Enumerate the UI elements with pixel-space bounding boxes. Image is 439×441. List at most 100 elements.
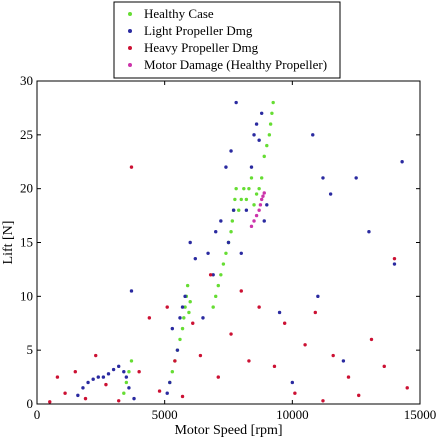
- data-point: [81, 386, 85, 390]
- y-tick-label: 20: [20, 181, 33, 196]
- data-point: [216, 283, 220, 288]
- y-tick-label: 5: [27, 342, 34, 357]
- data-point: [83, 396, 88, 401]
- data-point: [268, 122, 273, 126]
- data-point: [198, 353, 203, 358]
- legend-entry-label: Motor Damage (Healthy Propeller): [144, 57, 327, 72]
- data-point: [254, 192, 259, 196]
- data-point: [187, 310, 191, 315]
- data-point: [180, 326, 185, 331]
- data-point: [180, 305, 185, 309]
- data-point: [321, 176, 325, 180]
- data-point: [331, 353, 335, 358]
- data-point: [104, 382, 108, 387]
- data-point: [311, 133, 315, 137]
- data-point: [224, 165, 228, 169]
- data-point: [219, 219, 223, 223]
- data-point: [214, 230, 218, 234]
- y-tick-label: 25: [20, 127, 33, 142]
- data-point: [254, 213, 259, 218]
- data-point: [122, 391, 126, 395]
- data-point: [282, 321, 287, 325]
- data-point: [129, 165, 134, 169]
- data-point: [221, 262, 226, 266]
- data-point: [122, 370, 126, 374]
- data-point: [247, 186, 251, 191]
- data-point: [244, 208, 249, 212]
- data-point: [313, 310, 318, 315]
- data-point: [127, 386, 131, 390]
- data-point: [239, 289, 243, 293]
- data-point: [211, 273, 215, 277]
- data-point: [170, 326, 175, 331]
- data-point: [252, 219, 256, 223]
- data-point: [137, 370, 141, 374]
- data-point: [201, 316, 205, 320]
- data-point: [214, 294, 218, 299]
- data-point: [175, 348, 180, 352]
- x-axis-label: Motor Speed [rpm]: [174, 423, 282, 438]
- data-point: [249, 224, 254, 229]
- data-point: [316, 294, 320, 299]
- data-point: [258, 203, 263, 207]
- legend-marker: [128, 46, 132, 50]
- data-point: [132, 396, 136, 401]
- data-point: [48, 400, 52, 404]
- data-point: [290, 380, 295, 385]
- data-point: [262, 219, 266, 223]
- data-point: [183, 305, 187, 309]
- data-point: [233, 197, 237, 202]
- data-point: [193, 256, 198, 261]
- data-point: [124, 375, 129, 379]
- y-axis-label: Lift [N]: [1, 221, 16, 265]
- legend-box: [113, 1, 341, 79]
- series-3: [48, 165, 409, 404]
- y-tick-label: 30: [20, 73, 33, 88]
- data-point: [165, 391, 169, 395]
- data-point: [357, 393, 361, 398]
- data-point: [178, 316, 182, 320]
- data-point: [321, 399, 325, 403]
- series-4: [249, 191, 266, 229]
- data-point: [173, 359, 177, 363]
- legend-marker: [128, 29, 132, 33]
- data-point: [252, 133, 256, 137]
- data-point: [124, 380, 129, 385]
- data-point: [261, 194, 265, 198]
- data-point: [254, 122, 259, 126]
- data-point: [183, 294, 187, 299]
- y-tick-label: 10: [20, 288, 33, 303]
- data-point: [247, 359, 251, 363]
- data-point: [206, 251, 210, 255]
- data-point: [272, 364, 277, 369]
- data-point: [249, 165, 254, 169]
- data-point: [249, 176, 254, 180]
- legend-entry-label: Light Propeller Dmg: [144, 23, 253, 38]
- data-point: [170, 370, 175, 374]
- data-point: [229, 230, 233, 234]
- data-point: [234, 186, 238, 191]
- data-point: [76, 393, 80, 398]
- data-point: [106, 372, 111, 376]
- series-1: [122, 100, 275, 395]
- legend-marker: [128, 12, 132, 16]
- data-point: [208, 273, 213, 277]
- data-point: [219, 273, 223, 277]
- data-point: [147, 316, 152, 320]
- data-point: [185, 283, 190, 288]
- data-point: [271, 100, 275, 105]
- data-point: [188, 240, 192, 245]
- data-point: [168, 380, 172, 385]
- data-point: [392, 262, 397, 266]
- data-point: [341, 359, 346, 363]
- x-tick-label: 15000: [404, 407, 437, 422]
- data-point: [346, 375, 351, 379]
- data-point: [270, 111, 274, 116]
- data-point: [117, 399, 121, 403]
- legend: Healthy Case Light Propeller Dmg Heavy Pro…: [113, 1, 341, 79]
- data-point: [262, 191, 266, 195]
- data-point: [244, 197, 249, 202]
- data-point: [96, 375, 100, 379]
- data-point: [267, 133, 272, 137]
